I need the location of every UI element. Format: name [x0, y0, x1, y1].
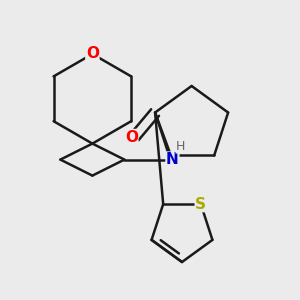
Text: O: O	[86, 46, 99, 62]
Text: N: N	[166, 152, 179, 167]
Text: H: H	[176, 140, 185, 153]
Text: O: O	[125, 130, 138, 145]
Text: S: S	[195, 196, 206, 211]
